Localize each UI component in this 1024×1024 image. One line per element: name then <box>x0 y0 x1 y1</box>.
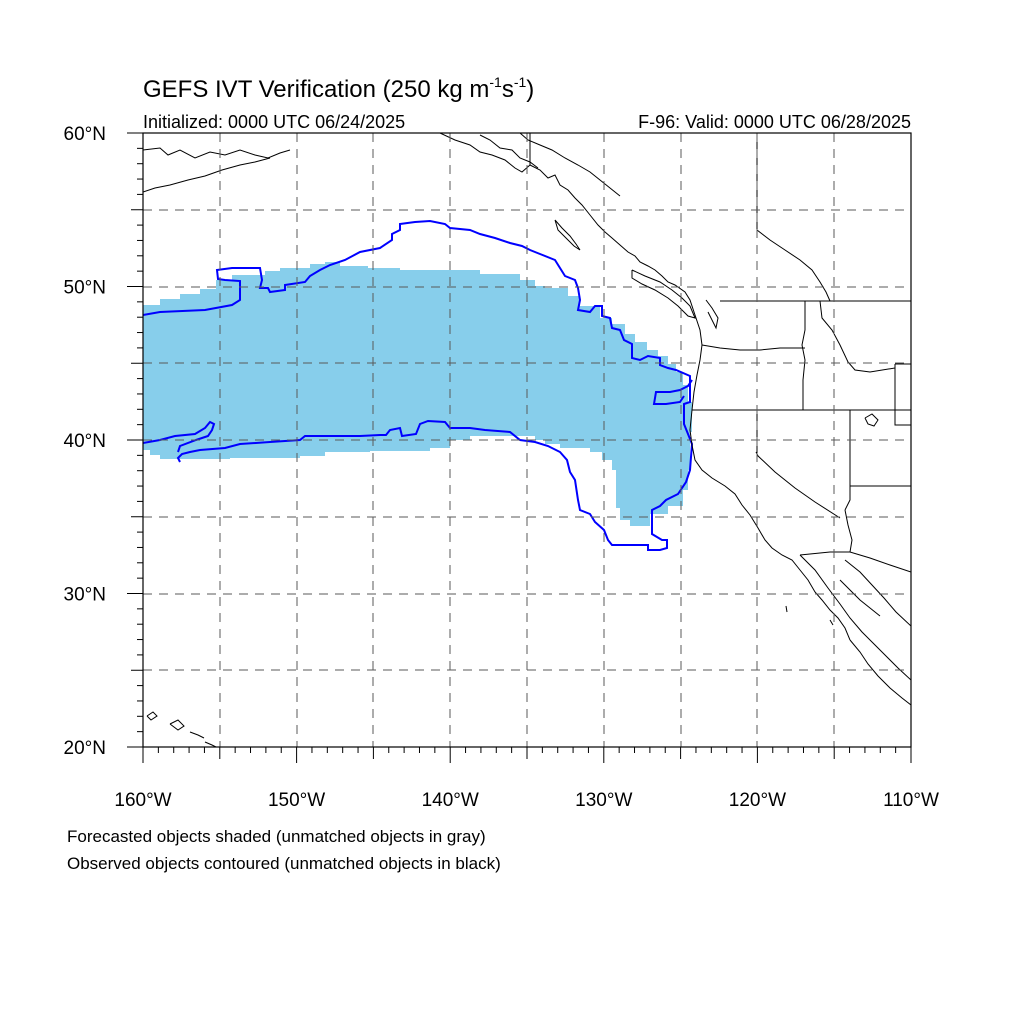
caption-observed: Observed objects contoured (unmatched ob… <box>67 854 501 873</box>
lat-label: 30°N <box>64 585 106 606</box>
longitude-labels: 160°W 150°W 140°W 130°W 120°W 110°W <box>114 790 939 811</box>
lon-label: 110°W <box>883 790 939 811</box>
graticule <box>143 133 911 747</box>
valid-time-label: F-96: Valid: 0000 UTC 06/28/2025 <box>638 112 911 132</box>
lat-label: 40°N <box>64 431 106 452</box>
coastlines-borders <box>143 133 911 747</box>
init-time-label: Initialized: 0000 UTC 06/24/2025 <box>143 112 405 132</box>
lon-label: 120°W <box>729 790 786 811</box>
lon-label: 140°W <box>422 790 479 811</box>
observed-object-contour-coastal-loop <box>652 379 693 405</box>
forecast-object-shading <box>143 262 692 526</box>
lon-label: 160°W <box>114 790 171 811</box>
lat-label: 60°N <box>64 124 106 145</box>
latitude-labels: 60°N 50°N 40°N 30°N 20°N <box>64 124 106 759</box>
lat-label: 20°N <box>64 738 106 759</box>
map-title: GEFS IVT Verification (250 kg m-1s-1) <box>143 74 534 103</box>
lon-label: 150°W <box>268 790 325 811</box>
observed-object-contour-south-edge <box>143 420 216 453</box>
lon-label: 130°W <box>575 790 632 811</box>
caption-forecast: Forecasted objects shaded (unmatched obj… <box>67 827 486 846</box>
lat-label: 50°N <box>64 278 106 299</box>
observed-object-contour-left <box>143 219 694 551</box>
axis-ticks <box>127 132 912 763</box>
